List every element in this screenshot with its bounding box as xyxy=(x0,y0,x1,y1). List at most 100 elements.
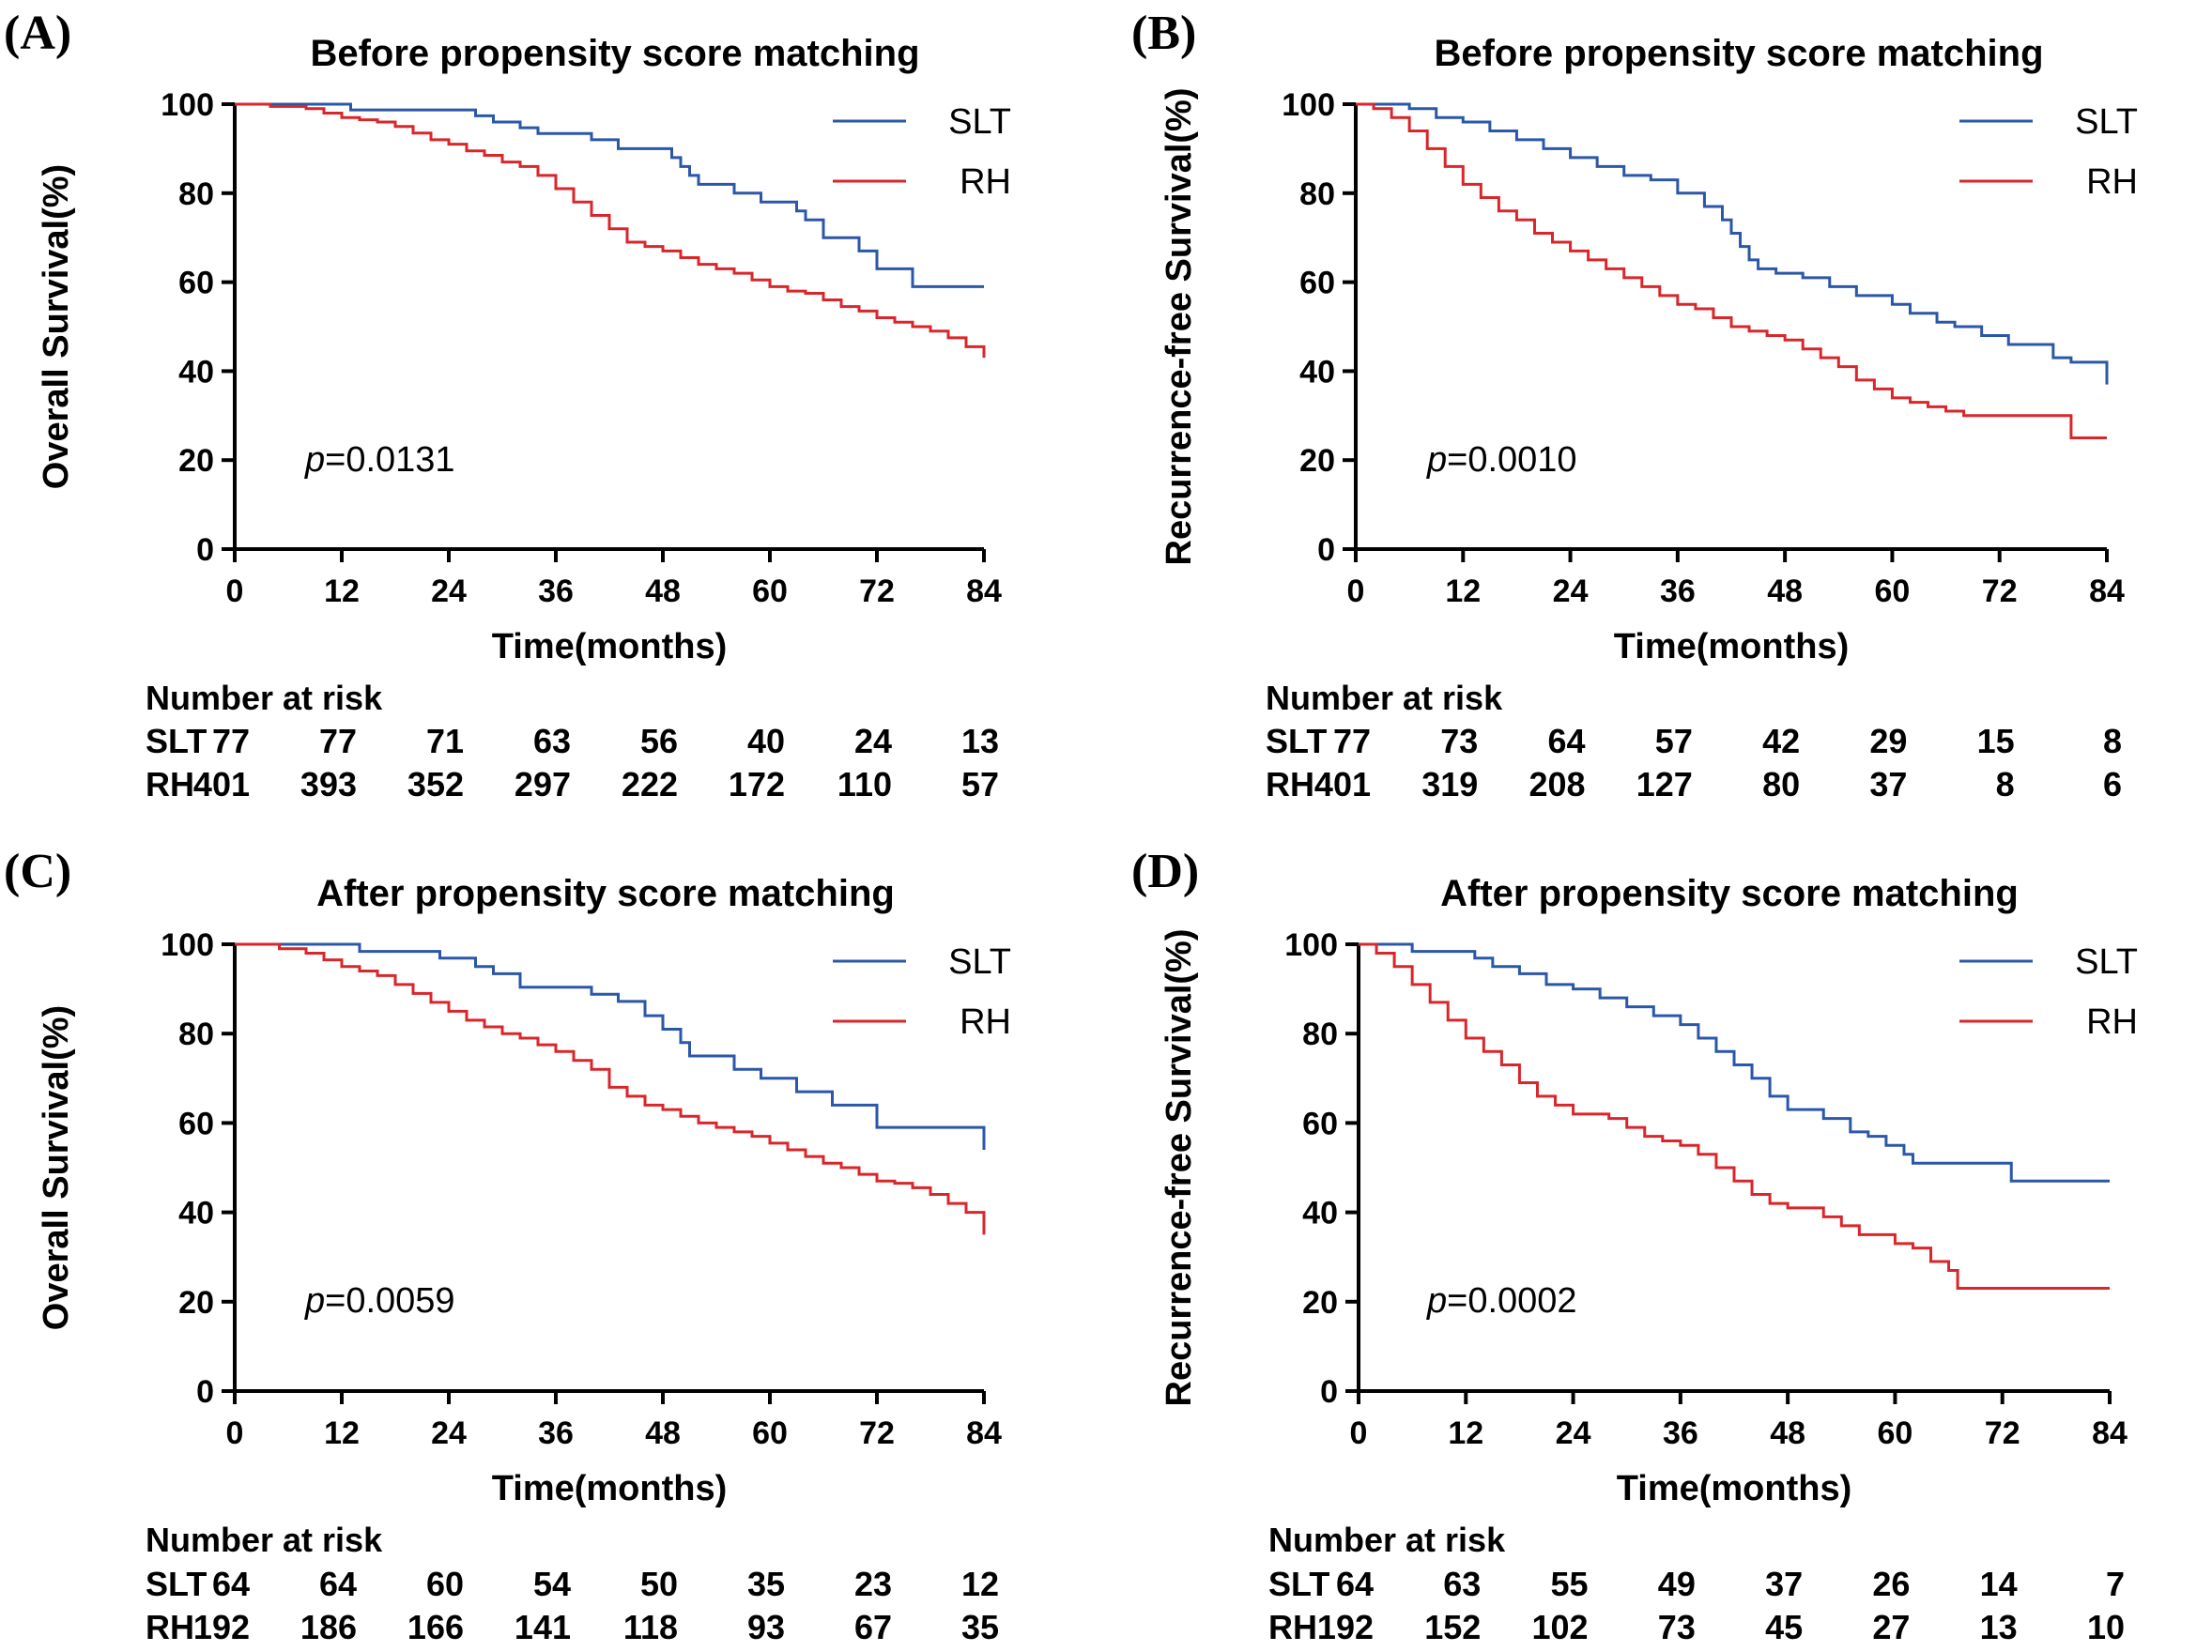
p-value: p=0.0131 xyxy=(304,440,455,480)
risk-count: 35 xyxy=(961,1608,999,1646)
y-tick-label: 40 xyxy=(178,354,214,390)
y-tick-label: 0 xyxy=(196,532,214,568)
x-tick-label: 48 xyxy=(645,1415,681,1451)
panel-label: (C) xyxy=(4,845,71,898)
y-tick-label: 80 xyxy=(1302,1017,1338,1052)
x-tick-label: 60 xyxy=(752,1415,788,1451)
risk-row-label: RH xyxy=(1266,765,1314,803)
y-tick-label: 20 xyxy=(178,1285,214,1321)
x-tick-label: 0 xyxy=(1350,1415,1368,1451)
x-tick-label: 0 xyxy=(226,1415,244,1451)
panel-label: (A) xyxy=(4,7,71,60)
risk-count: 63 xyxy=(533,722,571,760)
risk-count: 319 xyxy=(1421,765,1478,803)
y-axis-label: Recurrence-free Survival(%) xyxy=(1160,88,1199,566)
risk-count: 14 xyxy=(1980,1565,2018,1603)
risk-count: 10 xyxy=(2087,1608,2125,1646)
risk-row-label: RH xyxy=(146,1608,194,1646)
x-tick-label: 84 xyxy=(966,574,1002,609)
y-tick-label: 20 xyxy=(1302,1285,1338,1321)
x-tick-label: 24 xyxy=(431,1415,467,1451)
risk-row-label: SLT xyxy=(146,722,207,760)
risk-count: 55 xyxy=(1551,1565,1589,1603)
p-value-symbol: p xyxy=(1426,440,1447,480)
y-tick-label: 60 xyxy=(1302,1106,1338,1141)
y-axis-label: Overall Survival(%) xyxy=(37,164,76,489)
risk-count: 192 xyxy=(193,1608,250,1646)
risk-table-header: Number at risk xyxy=(1266,679,1503,717)
risk-row-label: SLT xyxy=(1266,722,1327,760)
x-tick-label: 60 xyxy=(1875,574,1911,609)
chart-title: After propensity score matching xyxy=(1440,873,2019,914)
x-tick-label: 48 xyxy=(645,574,681,609)
risk-count: 64 xyxy=(319,1565,357,1603)
risk-row-label: RH xyxy=(146,765,194,803)
risk-count: 192 xyxy=(1317,1608,1374,1646)
p-value-number: =0.0131 xyxy=(325,440,454,480)
p-value-number: =0.0010 xyxy=(1447,440,1576,480)
y-tick-label: 100 xyxy=(1284,927,1338,963)
risk-count: 7 xyxy=(2106,1565,2125,1603)
km-panel-b: (B) Before propensity score matching 0 20 40… xyxy=(1131,7,2138,803)
risk-count: 67 xyxy=(854,1608,892,1646)
x-tick-label: 60 xyxy=(1878,1415,1913,1451)
risk-count: 60 xyxy=(426,1565,464,1603)
risk-count: 37 xyxy=(1765,1565,1803,1603)
y-tick-label: 80 xyxy=(178,176,214,212)
risk-count: 71 xyxy=(426,722,464,760)
risk-count: 64 xyxy=(212,1565,250,1603)
risk-count: 110 xyxy=(837,765,892,803)
x-tick-label: 36 xyxy=(538,574,574,609)
x-tick-label: 72 xyxy=(859,1415,895,1451)
risk-count: 27 xyxy=(1872,1608,1910,1646)
risk-count: 35 xyxy=(747,1565,785,1603)
y-tick-label: 80 xyxy=(178,1017,214,1052)
legend-label: SLT xyxy=(2075,102,2138,142)
risk-count: 42 xyxy=(1762,722,1800,760)
risk-count: 6 xyxy=(2103,765,2122,803)
km-panel-d: (D) After propensity score matching 0 20 40 6… xyxy=(1131,845,2138,1646)
x-tick-label: 48 xyxy=(1770,1415,1805,1451)
risk-count: 57 xyxy=(961,765,999,803)
y-tick-label: 0 xyxy=(196,1374,214,1410)
y-tick-label: 40 xyxy=(1299,354,1335,390)
x-axis-label: Time(months) xyxy=(492,627,728,666)
x-tick-label: 12 xyxy=(1448,1415,1483,1451)
legend-label: SLT xyxy=(948,942,1011,982)
x-tick-label: 48 xyxy=(1767,574,1803,609)
risk-count: 64 xyxy=(1548,722,1586,760)
risk-count: 208 xyxy=(1528,765,1585,803)
risk-count: 77 xyxy=(212,722,250,760)
risk-count: 352 xyxy=(407,765,464,803)
km-curve-slt xyxy=(235,102,984,288)
chart-title: Before propensity score matching xyxy=(1434,33,2043,74)
risk-count: 172 xyxy=(729,765,785,803)
risk-count: 13 xyxy=(1980,1608,2018,1646)
x-tick-label: 12 xyxy=(1445,574,1481,609)
risk-count: 77 xyxy=(1333,722,1371,760)
km-curve-slt xyxy=(1356,102,2109,385)
x-tick-label: 72 xyxy=(1982,574,2018,609)
y-tick-label: 40 xyxy=(178,1196,214,1231)
legend-label: RH xyxy=(960,1002,1011,1042)
x-axis-label: Time(months) xyxy=(1617,1469,1852,1508)
risk-table-header: Number at risk xyxy=(1268,1521,1506,1559)
risk-row-label: RH xyxy=(1268,1608,1317,1646)
risk-count: 45 xyxy=(1765,1608,1803,1646)
p-value-symbol: p xyxy=(304,440,325,480)
risk-count: 23 xyxy=(854,1565,892,1603)
km-curve-slt xyxy=(235,942,986,1150)
risk-count: 13 xyxy=(961,722,999,760)
risk-count: 64 xyxy=(1336,1565,1374,1603)
p-value-number: =0.0059 xyxy=(325,1281,454,1321)
x-tick-label: 84 xyxy=(2089,574,2125,609)
risk-count: 37 xyxy=(1869,765,1907,803)
x-tick-label: 36 xyxy=(1660,574,1696,609)
legend-label: SLT xyxy=(948,102,1011,142)
x-tick-label: 60 xyxy=(752,574,788,609)
risk-count: 26 xyxy=(1872,1565,1910,1603)
risk-count: 40 xyxy=(747,722,785,760)
y-tick-label: 60 xyxy=(178,266,214,301)
risk-count: 15 xyxy=(1977,722,2015,760)
